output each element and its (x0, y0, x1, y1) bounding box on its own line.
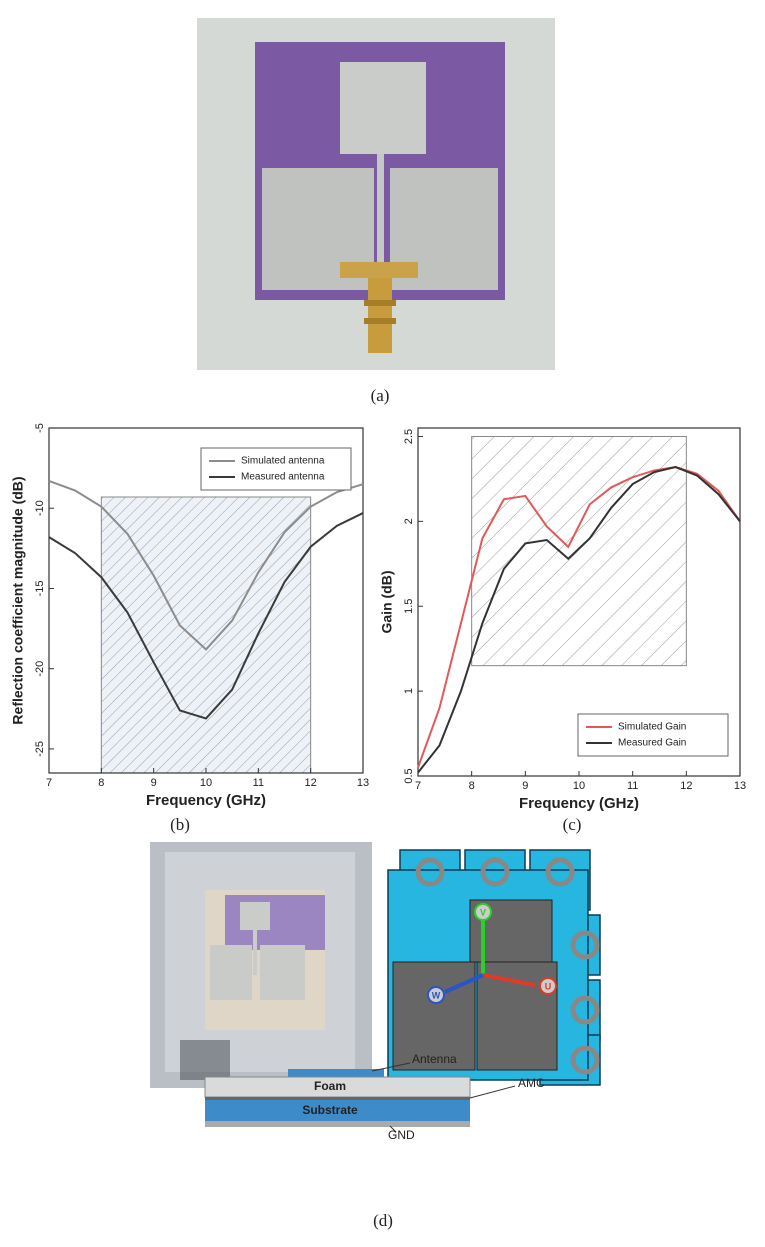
series-line (48, 480, 364, 651)
x-tick-label: 13 (357, 777, 369, 789)
x-tick-label: 11 (253, 777, 264, 789)
y-tick-label: 2 (403, 518, 415, 524)
axis-marker (539, 977, 557, 995)
legend-label: Simulated Gain (618, 722, 686, 733)
model-axis-label: V (480, 907, 486, 917)
x-tick-label: 11 (627, 780, 638, 792)
y-axis-label: Reflection coefficient magnitude (dB) (10, 476, 26, 724)
y-tick-label: 0.5 (403, 768, 415, 783)
x-tick-label: 10 (573, 780, 585, 792)
y-tick-label: -15 (34, 581, 46, 597)
legend-label: Measured Gain (618, 738, 686, 749)
x-tick-label: 9 (151, 777, 157, 789)
x-tick-label: 13 (734, 780, 746, 792)
panel-label: (a) (371, 386, 390, 405)
panel-label: (c) (563, 815, 582, 834)
panel-label: (d) (373, 1211, 393, 1230)
y-tick-label: -5 (34, 423, 46, 433)
y-tick-label: 1.5 (403, 599, 415, 614)
amc-model (387, 849, 601, 1086)
diagram-label: Foam (314, 1079, 346, 1093)
diagram-label: AMC (518, 1076, 545, 1090)
diagram-label: Substrate (302, 1103, 358, 1117)
antenna-photo (197, 18, 555, 370)
y-tick-label: 2.5 (403, 429, 415, 444)
x-tick-label: 7 (415, 780, 421, 792)
series-line (48, 512, 364, 720)
x-tick-label: 7 (46, 777, 52, 789)
panel-label: (b) (170, 815, 190, 834)
series-line (417, 465, 741, 774)
model-axis-label: U (545, 981, 552, 991)
y-tick-label: -25 (34, 741, 46, 757)
x-tick-label: 12 (305, 777, 317, 789)
legend-label: Measured antenna (241, 472, 325, 483)
x-tick-label: 8 (98, 777, 104, 789)
x-tick-label: 8 (469, 780, 475, 792)
x-tick-label: 9 (522, 780, 528, 792)
diagram-label: Antenna (412, 1052, 457, 1066)
layer-diagram (204, 1062, 516, 1133)
shaded-band (100, 496, 312, 774)
axis-marker (474, 903, 492, 921)
x-tick-label: 12 (680, 780, 692, 792)
y-axis-label: Gain (dB) (379, 571, 395, 634)
model-axis-label: W (432, 990, 441, 1000)
diagram-label: GND (388, 1128, 415, 1142)
x-tick-label: 10 (200, 777, 212, 789)
legend-label: Simulated antenna (241, 456, 325, 467)
fabricated-photo (150, 842, 372, 1088)
y-tick-label: -20 (34, 661, 46, 677)
legend-box (200, 447, 352, 491)
x-axis-label: Frequency (GHz) (146, 792, 266, 809)
y-tick-label: -10 (34, 500, 46, 516)
x-axis-label: Frequency (GHz) (519, 795, 639, 812)
legend-box (577, 713, 729, 757)
axis-marker (427, 986, 445, 1004)
y-tick-label: 1 (403, 688, 415, 694)
